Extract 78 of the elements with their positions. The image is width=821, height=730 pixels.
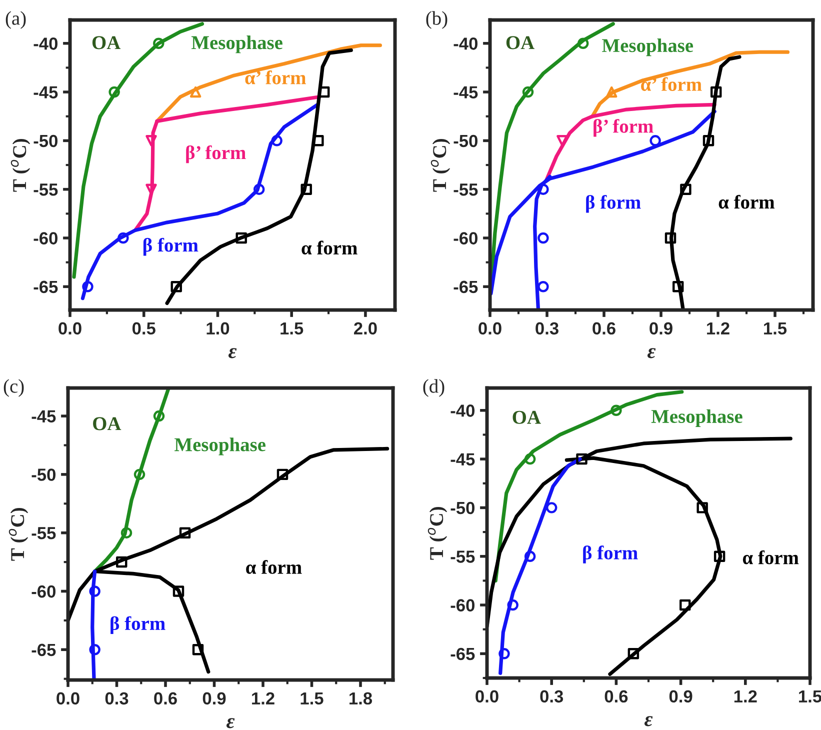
x-tick-label: 0.9: [669, 690, 692, 703]
annotation: α form: [246, 560, 302, 574]
y-axis-title: T ($^{o}$C): [430, 139, 450, 192]
y-tick-label: -40: [34, 38, 58, 50]
y-tick-label: -60: [454, 232, 478, 244]
annotation: α form: [742, 550, 799, 564]
y-tick-label: -55: [454, 184, 478, 196]
x-tick-label: 0.5: [132, 322, 156, 335]
x-axis-title: ε: [226, 718, 235, 728]
y-tick-label: -45: [454, 86, 478, 98]
chart-title: (b): [426, 11, 448, 29]
x-tick-label: 0.0: [56, 692, 80, 705]
x-tick-label: 0.6: [154, 692, 177, 705]
x-tick-label: 1.8: [350, 692, 372, 705]
annotation: α form: [718, 194, 774, 209]
y-tick-label: -65: [34, 280, 58, 294]
x-axis-title: ε: [228, 348, 237, 358]
annotation: Mesophase: [651, 409, 742, 427]
x-tick-label: 0.6: [592, 322, 616, 335]
x-tick-label: 0.3: [105, 692, 128, 705]
y-tick-label: -45: [34, 86, 58, 98]
y-tick-label: -60: [34, 232, 58, 244]
x-tick-label: 1.2: [734, 690, 757, 702]
annotation: Mesophase: [602, 38, 694, 56]
y-tick-label: -60: [32, 585, 56, 598]
y-tick-label: -40: [454, 38, 478, 50]
x-tick-label: 2.0: [354, 322, 377, 335]
x-tick-label: 0.9: [202, 692, 226, 705]
x-tick-label: 1.2: [707, 322, 730, 334]
x-tick-label: 1.0: [206, 322, 230, 335]
x-tick-label: 0.0: [478, 322, 502, 335]
x-tick-label: 0.9: [650, 322, 672, 335]
y-tick-label: -55: [32, 527, 56, 540]
y-tick-label: -40: [450, 404, 474, 417]
y-tick-label: -65: [450, 648, 475, 660]
chart-title: (d): [423, 379, 444, 397]
y-tick-label: -50: [34, 134, 58, 148]
annotation: α’ form: [641, 77, 702, 91]
annotation: β form: [583, 546, 638, 564]
y-tick-label: -45: [450, 453, 475, 466]
annotation: α’ form: [245, 70, 306, 84]
x-tick-label: 1.2: [252, 692, 274, 704]
y-axis-title: T ($^{o}$C): [10, 139, 30, 192]
x-tick-label: 0.3: [540, 690, 564, 703]
y-axis-title: T ($^{o}$C): [8, 508, 28, 561]
x-tick-label: 1.5: [300, 692, 324, 705]
y-tick-label: -50: [454, 134, 478, 148]
x-tick-label: 1.5: [764, 322, 787, 335]
annotation: Mesophase: [174, 438, 266, 456]
y-tick-label: -60: [450, 599, 474, 612]
y-tick-label: -50: [32, 468, 56, 481]
y-tick-label: -65: [454, 280, 478, 294]
y-axis-title: T ($^{o}$C): [428, 507, 448, 560]
chart-title: (a): [6, 11, 26, 29]
x-axis-title: ε: [647, 348, 656, 358]
annotation: β form: [586, 194, 641, 213]
annotation: OA: [93, 417, 122, 430]
x-tick-label: 0.0: [58, 322, 82, 335]
x-tick-label: 0.6: [604, 690, 628, 703]
annotation: OA: [506, 36, 534, 50]
y-tick-label: -55: [450, 550, 475, 563]
annotation: β’ form: [186, 145, 246, 164]
annotation: β form: [110, 616, 166, 634]
x-tick-label: 0.3: [536, 322, 558, 335]
y-tick-label: -65: [32, 644, 56, 656]
x-axis-title: ε: [644, 716, 653, 726]
x-tick-label: 1.5: [280, 322, 304, 335]
y-tick-label: -45: [32, 410, 56, 422]
x-tick-label: 0.0: [476, 690, 498, 703]
annotation: β form: [143, 238, 198, 256]
annotation: Mesophase: [191, 36, 282, 54]
y-tick-label: -55: [34, 184, 58, 196]
annotation: β’ form: [594, 118, 654, 137]
annotation: OA: [92, 36, 121, 50]
chart-title: (c): [4, 379, 24, 397]
y-tick-label: -50: [450, 502, 474, 514]
annotation: α form: [302, 240, 358, 255]
annotation: OA: [512, 410, 541, 424]
